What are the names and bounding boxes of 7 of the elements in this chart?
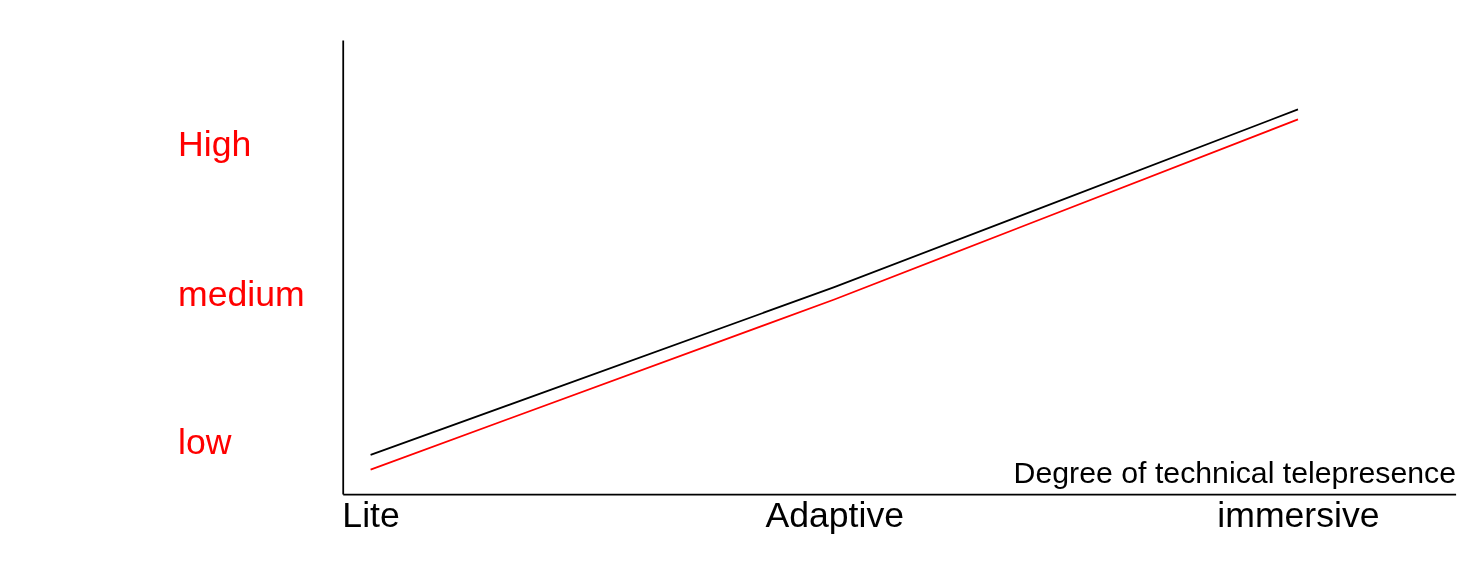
text: low xyxy=(178,422,232,463)
text: medium xyxy=(178,274,305,315)
x-axis-title: Degree of technical telepresence xyxy=(1013,456,1457,490)
x-tick-label: immersive xyxy=(1217,494,1380,535)
x-tick-label: Adaptive xyxy=(765,494,905,535)
x-tick-label: Lite xyxy=(342,494,400,535)
text: High xyxy=(178,123,252,164)
